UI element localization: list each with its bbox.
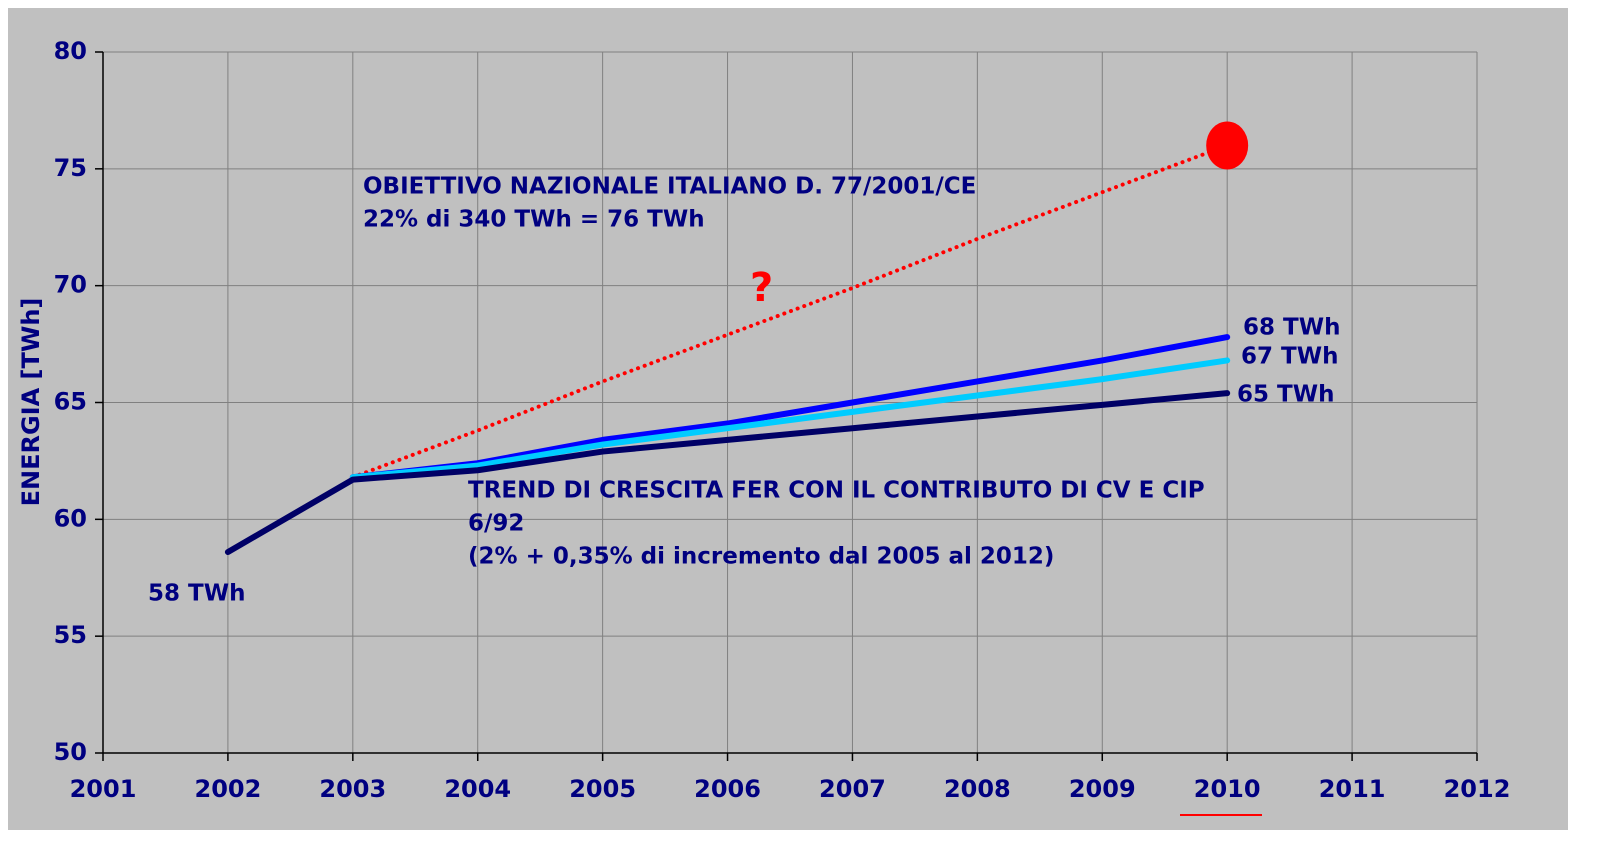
x-tick-label: 2009: [1069, 775, 1136, 803]
x-tick-label: 2007: [819, 775, 886, 803]
line-series: [350, 143, 1230, 480]
x-tick-label: 2005: [569, 775, 636, 803]
line-series: [224, 390, 1231, 556]
annotation: (2% + 0,35% di incremento dal 2005 al 20…: [468, 544, 1054, 570]
x-tick-label: 2012: [1444, 775, 1511, 803]
annotation: TREND DI CRESCITA FER CON IL CONTRIBUTO …: [468, 478, 1205, 504]
annotation: 22% di 340 TWh = 76 TWh: [363, 207, 705, 233]
x-tick-label: 2002: [195, 775, 262, 803]
annotation: 67 TWh: [1241, 344, 1338, 370]
x-tick-label: 2006: [694, 775, 761, 803]
line-series: [349, 357, 1231, 481]
x-tick-label: 2001: [70, 775, 137, 803]
y-tick-label: 70: [54, 271, 87, 299]
annotation: 58 TWh: [148, 581, 245, 607]
annotation: 68 TWh: [1243, 315, 1340, 341]
y-tick-label: 75: [54, 154, 87, 182]
point-marker: [1206, 121, 1249, 170]
y-axis-label: ENERGIA [TWh]: [17, 298, 45, 507]
annotation: OBIETTIVO NAZIONALE ITALIANO D. 77/2001/…: [363, 174, 976, 200]
x-tick-label: 2008: [944, 775, 1011, 803]
x-tick-label: 2004: [444, 775, 511, 803]
y-tick-label: 65: [54, 388, 87, 416]
x-tick-label: 2003: [319, 775, 386, 803]
y-tick-label: 55: [54, 621, 87, 649]
y-tick-label: 80: [54, 37, 87, 65]
annotation: 65 TWh: [1237, 382, 1334, 408]
y-tick-label: 50: [54, 738, 87, 766]
x-tick-label: 2011: [1319, 775, 1386, 803]
annotation: 6/92: [468, 511, 524, 537]
y-tick-label: 60: [54, 504, 87, 532]
x-tick-label: 2010: [1194, 775, 1261, 803]
annotation: ?: [750, 265, 773, 311]
